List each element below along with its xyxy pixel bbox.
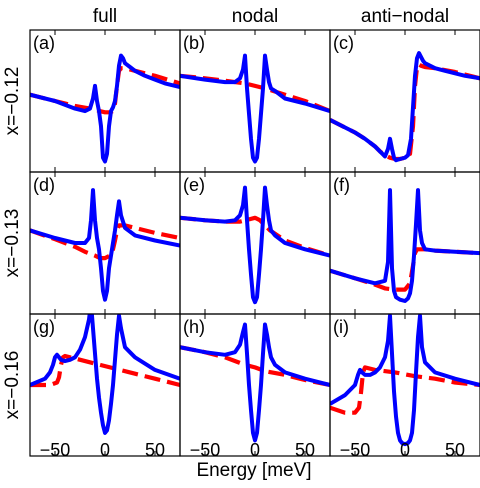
panel-label: (b) [183, 33, 205, 53]
solid-curve [30, 53, 180, 164]
x-tick-label: 50 [445, 440, 465, 460]
x-tick-label: 0 [100, 440, 110, 460]
x-tick-label: −50 [40, 440, 71, 460]
panel-c: (c) [329, 29, 480, 173]
x-tick-label: 50 [295, 440, 315, 460]
dashed-curve [330, 62, 480, 162]
x-axis-label: Energy [meV] [196, 460, 311, 481]
row-label: x=−0.16 [2, 351, 23, 420]
panel-frame [329, 313, 480, 457]
panel-label: (h) [183, 317, 205, 337]
panel-frame [329, 171, 480, 315]
panel-b: (b) [179, 29, 331, 173]
panel-label: (g) [33, 317, 55, 337]
solid-curve [180, 185, 330, 305]
panel-h: (h) [179, 313, 331, 457]
x-tick-label: 0 [250, 440, 260, 460]
dashed-curve [30, 66, 180, 115]
panel-label: (a) [33, 33, 55, 53]
solid-curve [330, 188, 480, 303]
dashed-curve [30, 353, 180, 388]
row-label: x=−0.12 [2, 67, 23, 136]
dashed-curve [330, 247, 480, 292]
x-tick-label: 50 [145, 440, 165, 460]
dashed-curve [330, 365, 480, 415]
column-titles: full nodal anti−nodal [93, 6, 449, 27]
panel-label: (i) [333, 317, 349, 337]
column-title: full [93, 6, 117, 27]
x-tick-labels: −50 0 50 −50 0 50 −50 0 50 [40, 440, 465, 460]
panel-label: (f) [333, 175, 350, 195]
panel-label: (c) [333, 33, 354, 53]
row-label: x=−0.13 [2, 209, 23, 278]
panel-g: (g) [29, 313, 181, 457]
column-title: nodal [232, 6, 279, 27]
row-labels: x=−0.12 x=−0.13 x=−0.16 [2, 67, 23, 420]
solid-curve [30, 314, 180, 435]
panel-e: (e) [179, 171, 331, 315]
panels: (a) (b) (c) (d) (e) (f) (g) (h) (i) [29, 29, 480, 457]
column-title: anti−nodal [361, 6, 449, 27]
x-tick-label: −50 [190, 440, 221, 460]
x-tick-label: 0 [400, 440, 410, 460]
solid-curve [180, 322, 330, 443]
solid-curve [30, 188, 180, 302]
panel-label: (e) [183, 175, 205, 195]
panel-d: (d) [29, 171, 181, 315]
panel-i: (i) [329, 313, 480, 457]
panel-a: (a) [29, 29, 181, 173]
solid-curve [330, 314, 480, 447]
dashed-curve [30, 223, 180, 261]
panel-f: (f) [329, 171, 480, 315]
x-tick-label: −50 [340, 440, 371, 460]
solid-curve [180, 53, 330, 164]
solid-curve [330, 51, 480, 163]
panel-label: (d) [33, 175, 55, 195]
